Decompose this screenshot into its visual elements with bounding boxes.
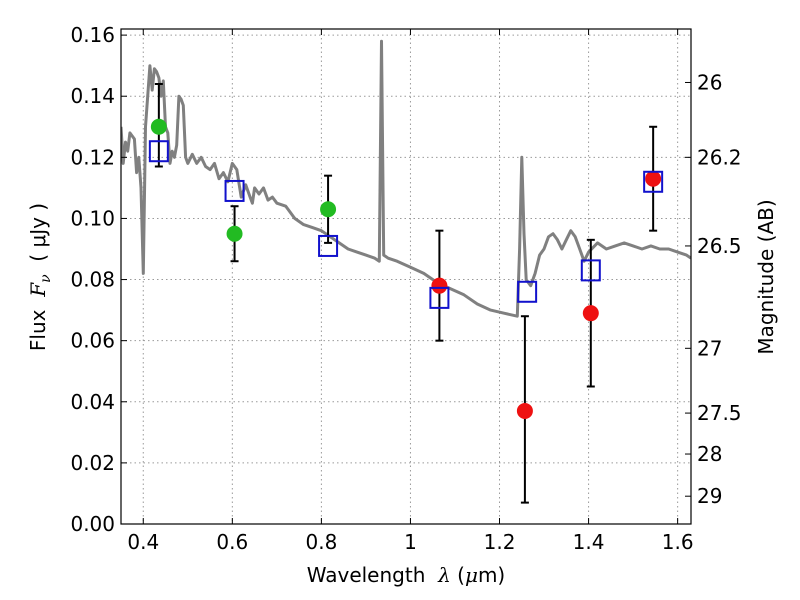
open-square-point	[429, 286, 450, 309]
red-point	[645, 170, 662, 187]
data-points	[148, 118, 664, 419]
y2-tick-label: 29	[697, 484, 722, 508]
y2-tick-label: 27	[697, 336, 722, 360]
x-axis-title: Wavelength λ (μm)	[307, 563, 506, 587]
model-spectrum	[121, 39, 691, 318]
red-point	[582, 305, 599, 322]
green-point	[150, 118, 167, 135]
open-square-point	[643, 170, 664, 193]
y-tick-label: 0.06	[70, 329, 115, 353]
open-square-point	[318, 234, 339, 257]
red-point	[431, 277, 448, 294]
model-spectrum-line	[121, 39, 691, 318]
axis-ticks: 0.4 0.6 0.8 1 1.2 1.4 1.6 0.00 0.02 0.04 0.06 0.08 0…	[70, 23, 741, 554]
open-square-point	[224, 179, 245, 202]
plot-background	[121, 29, 691, 524]
y2-tick-label: 27.5	[697, 401, 742, 425]
x-tick-label: 1.4	[573, 530, 605, 554]
open-square-point	[148, 140, 169, 163]
x-tick-label: 0.4	[127, 530, 159, 554]
y2-axis-title: Magnitude (AB)	[754, 199, 778, 354]
plot-frame	[120, 28, 692, 525]
red-point	[516, 402, 533, 419]
y-tick-label: 0.10	[70, 206, 115, 230]
y2-tick-label: 26.5	[697, 234, 742, 258]
x-tick-label: 1	[404, 530, 417, 554]
y-tick-label: 0.16	[70, 23, 115, 47]
open-square-point	[580, 259, 601, 282]
y2-tick-label: 26.2	[697, 145, 742, 169]
y2-tick-label: 28	[697, 442, 722, 466]
green-point	[320, 201, 337, 218]
y-tick-label: 0.04	[70, 390, 115, 414]
y-tick-label: 0.12	[70, 145, 115, 169]
y2-tick-label: 26	[697, 70, 722, 94]
open-square-point	[517, 280, 538, 303]
y-axis-title: Flux Fν ( μJy )	[26, 203, 54, 351]
y-tick-label: 0.14	[70, 84, 115, 108]
y-tick-label: 0.00	[70, 512, 115, 536]
y-tick-label: 0.02	[70, 451, 115, 475]
x-tick-label: 1.2	[484, 530, 516, 554]
x-tick-label: 1.6	[662, 530, 694, 554]
x-tick-label: 0.8	[305, 530, 337, 554]
x-tick-label: 0.6	[216, 530, 248, 554]
y-tick-label: 0.08	[70, 268, 115, 292]
green-point	[226, 225, 243, 242]
